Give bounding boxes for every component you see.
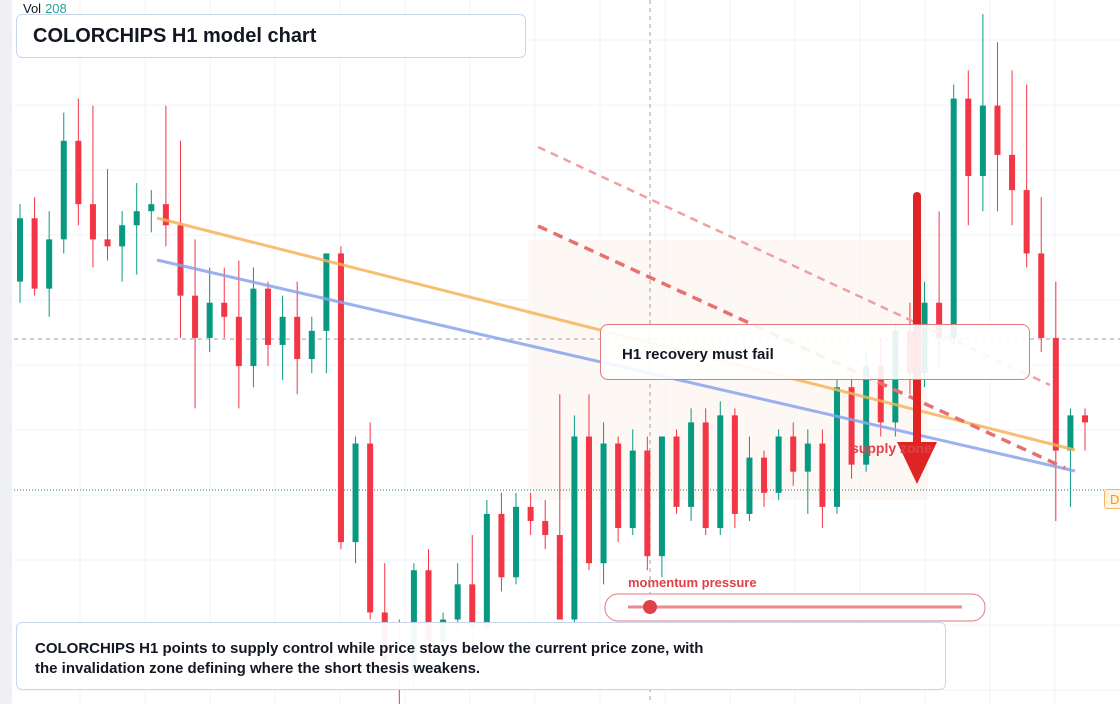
summary-box: COLORCHIPS H1 points to supply control w…	[16, 622, 946, 690]
candle-body	[644, 450, 651, 557]
momentum-label: momentum pressure	[628, 575, 757, 590]
candle-body	[527, 506, 534, 521]
candle-body	[454, 584, 461, 620]
candle-body	[162, 204, 169, 226]
candle-body	[848, 387, 855, 465]
candle-body	[585, 436, 592, 564]
candle-body	[571, 436, 578, 620]
candle-body	[31, 218, 38, 289]
candle-body	[877, 366, 884, 423]
volume-value: 208	[45, 1, 67, 16]
candle-body	[89, 204, 96, 240]
candle-body	[206, 302, 213, 338]
candle-body	[673, 436, 680, 507]
candle-body	[804, 443, 811, 472]
candle-body	[250, 288, 257, 367]
candle-body	[863, 366, 870, 465]
candle-body	[498, 513, 505, 578]
candle-body	[119, 225, 126, 247]
summary-text: COLORCHIPS H1 points to supply control w…	[35, 640, 704, 677]
price-tag: D	[1104, 489, 1120, 509]
candle-body	[950, 98, 957, 338]
candle-body	[177, 225, 184, 296]
candle-body	[46, 239, 53, 289]
dashed-line-light	[537, 145, 1051, 387]
candle-body	[702, 422, 709, 528]
candle-body	[979, 105, 986, 176]
candle-body	[717, 415, 724, 528]
candle-body	[469, 584, 476, 627]
candle-body	[221, 302, 228, 317]
candle-body	[1009, 154, 1016, 191]
candle-body	[965, 98, 972, 176]
candle-body	[337, 253, 344, 543]
candle-body	[235, 316, 242, 367]
candle-body	[104, 239, 111, 247]
candle-body	[294, 316, 301, 360]
candle-body	[936, 302, 943, 338]
candle-body	[308, 330, 315, 360]
left-edge	[0, 0, 12, 704]
candle-body	[542, 520, 549, 536]
candle-body	[688, 422, 695, 507]
candle-body	[731, 415, 738, 514]
candle-body	[1023, 190, 1030, 254]
candle-body	[556, 535, 563, 620]
candle-body	[819, 443, 826, 507]
supply-label: supply zone	[851, 440, 932, 456]
candle-body	[1067, 415, 1074, 451]
candle-body	[265, 288, 272, 345]
candle-body	[746, 457, 753, 514]
candle-body	[352, 443, 359, 543]
candle-body	[513, 506, 520, 578]
candle-body	[367, 443, 374, 613]
candle-body	[425, 570, 432, 641]
arrow-head	[897, 442, 937, 484]
candle-body	[615, 443, 622, 528]
candle-body	[658, 436, 665, 557]
candle-body	[192, 295, 199, 338]
candle-body	[775, 436, 782, 493]
candle-body	[790, 436, 797, 472]
candle-body	[1038, 253, 1045, 338]
candle-body	[60, 140, 67, 240]
candle-body	[833, 387, 840, 507]
candle-body	[133, 211, 140, 226]
volume-label: Vol	[23, 1, 42, 16]
candle-body	[994, 105, 1001, 155]
annotation-box: H1 recovery must fail	[600, 324, 1030, 380]
slider-knob[interactable]	[643, 600, 657, 614]
candle-body	[148, 204, 155, 212]
candle-body	[323, 253, 330, 331]
candle-body	[1082, 415, 1088, 423]
candle-body	[761, 457, 768, 493]
candle-body	[1052, 337, 1059, 451]
candle-body	[483, 513, 490, 627]
grid	[14, 0, 1120, 704]
candle-body	[279, 316, 286, 345]
volume-legend: Vol 208	[23, 1, 67, 16]
candle-body	[75, 140, 82, 205]
chart-title: COLORCHIPS H1 model chart	[16, 14, 526, 58]
candle-body	[600, 443, 607, 564]
candle-body	[629, 450, 636, 528]
candle-body	[17, 218, 23, 282]
